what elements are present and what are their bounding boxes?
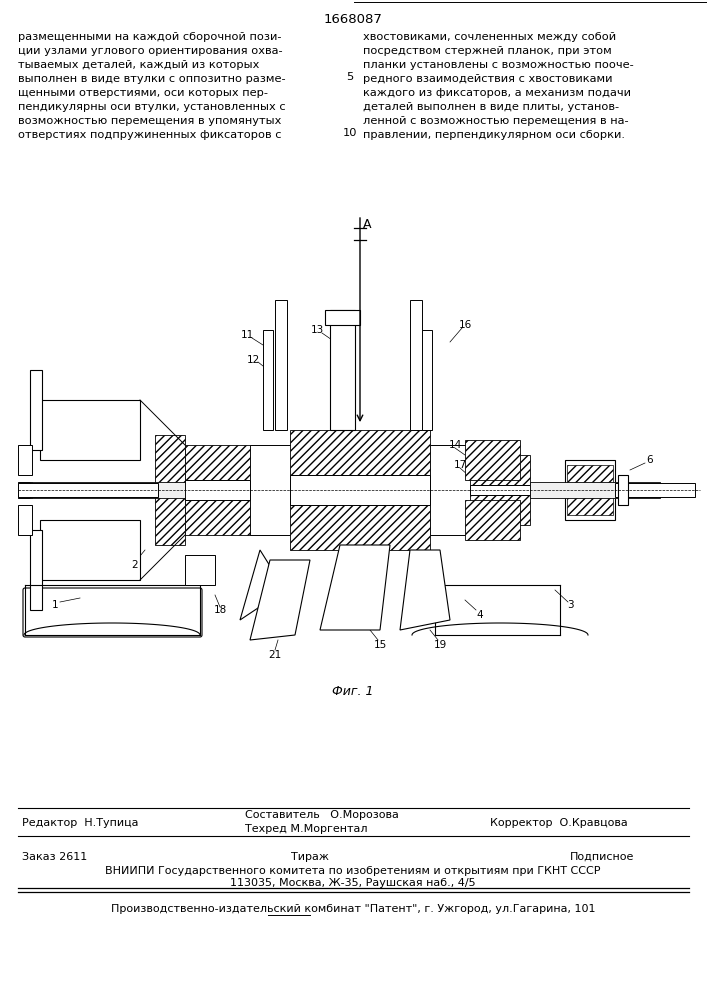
Bar [465,440,520,480]
Bar [155,485,185,495]
Text: тываемых деталей, каждый из которых: тываемых деталей, каждый из которых [18,60,259,70]
Text: выполнен в виде втулки с оппозитно разме-: выполнен в виде втулки с оппозитно разме… [18,74,286,84]
Text: Корректор  О.Кравцова: Корректор О.Кравцова [490,818,628,828]
Text: отверстиях подпружиненных фиксаторов с: отверстиях подпружиненных фиксаторов с [18,130,281,140]
Text: A: A [363,218,371,231]
Text: 14: 14 [448,440,462,450]
Text: посредством стержней планок, при этом: посредством стержней планок, при этом [363,46,612,56]
Bar [530,482,660,498]
Polygon shape [24,623,200,635]
Polygon shape [250,560,310,640]
Bar [18,445,32,475]
Bar [155,435,185,485]
Bar [567,465,613,485]
Text: правлении, перпендикулярном оси сборки.: правлении, перпендикулярном оси сборки. [363,130,625,140]
Text: хвостовиками, сочлененных между собой: хвостовиками, сочлененных между собой [363,32,616,42]
Text: Редактор  Н.Тупица: Редактор Н.Тупица [22,818,139,828]
Bar [470,455,530,485]
Text: 6: 6 [647,455,653,465]
Polygon shape [412,623,588,635]
Text: 1: 1 [52,600,58,610]
Text: Тираж: Тираж [291,852,329,862]
Bar [618,475,628,505]
Bar [330,310,355,430]
Bar [422,330,432,430]
Text: редного взаимодействия с хвостовиками: редного взаимодействия с хвостовиками [363,74,612,84]
Bar [185,480,250,500]
Text: пендикулярны оси втулки, установленных с: пендикулярны оси втулки, установленных с [18,102,286,112]
Text: Фиг. 1: Фиг. 1 [332,685,374,698]
Bar [185,445,250,480]
Text: Производственно-издательский комбинат "Патент", г. Ужгород, ул.Гагарина, 101: Производственно-издательский комбинат "П… [111,904,595,914]
Bar [465,500,520,540]
Text: Подписное: Подписное [570,852,634,862]
Bar [325,310,360,325]
Bar [470,495,530,525]
Text: 11: 11 [240,330,254,340]
Bar [263,330,273,430]
Bar [155,495,185,545]
Bar [30,482,185,498]
Bar [18,505,32,535]
Polygon shape [400,550,450,630]
Bar [615,483,695,497]
Bar [567,495,613,515]
Bar [290,475,430,505]
Text: 5: 5 [346,72,354,82]
Text: 4: 4 [477,610,484,620]
Text: 21: 21 [269,650,281,660]
Polygon shape [240,550,285,620]
Text: 16: 16 [458,320,472,330]
Bar [18,483,158,497]
Text: щенными отверстиями, оси которых пер-: щенными отверстиями, оси которых пер- [18,88,268,98]
Bar [275,300,287,430]
Text: Заказ 2611: Заказ 2611 [22,852,87,862]
Text: 13: 13 [310,325,324,335]
Bar [290,430,430,475]
Text: ции узлами углового ориентирования охва-: ции узлами углового ориентирования охва- [18,46,283,56]
Bar [18,482,32,498]
Bar [575,495,605,510]
Text: 10: 10 [343,128,357,138]
Text: возможностью перемещения в упомянутых: возможностью перемещения в упомянутых [18,116,281,126]
Text: Техред М.Моргентал: Техред М.Моргентал [245,824,368,834]
Bar [575,470,605,485]
Text: планки установлены с возможностью пооче-: планки установлены с возможностью пооче- [363,60,633,70]
Bar [565,460,615,520]
Text: 1668087: 1668087 [324,13,382,26]
Bar [30,370,42,450]
Text: 17: 17 [453,460,467,470]
Bar [40,400,140,460]
Text: 2: 2 [132,560,139,570]
Bar [40,520,140,580]
Text: 15: 15 [373,640,387,650]
Text: Составитель   О.Морозова: Составитель О.Морозова [245,810,399,820]
Bar [290,505,430,550]
Text: 12: 12 [246,355,259,365]
Text: 19: 19 [433,640,447,650]
FancyBboxPatch shape [23,588,202,637]
Text: деталей выполнен в виде плиты, установ-: деталей выполнен в виде плиты, установ- [363,102,619,112]
Text: ленной с возможностью перемещения в на-: ленной с возможностью перемещения в на- [363,116,629,126]
Text: размещенными на каждой сборочной пози-: размещенными на каждой сборочной пози- [18,32,281,42]
Polygon shape [320,545,390,630]
Bar [185,555,215,585]
Bar [470,485,530,495]
Bar [410,300,422,430]
Bar [185,500,250,535]
Text: 3: 3 [567,600,573,610]
Text: 18: 18 [214,605,227,615]
Text: ВНИИПИ Государственного комитета по изобретениям и открытиям при ГКНТ СССР: ВНИИПИ Государственного комитета по изоб… [105,866,601,876]
Text: каждого из фиксаторов, а механизм подачи: каждого из фиксаторов, а механизм подачи [363,88,631,98]
Bar [30,530,42,610]
Text: 113035, Москва, Ж-35, Раушская наб., 4/5: 113035, Москва, Ж-35, Раушская наб., 4/5 [230,878,476,888]
